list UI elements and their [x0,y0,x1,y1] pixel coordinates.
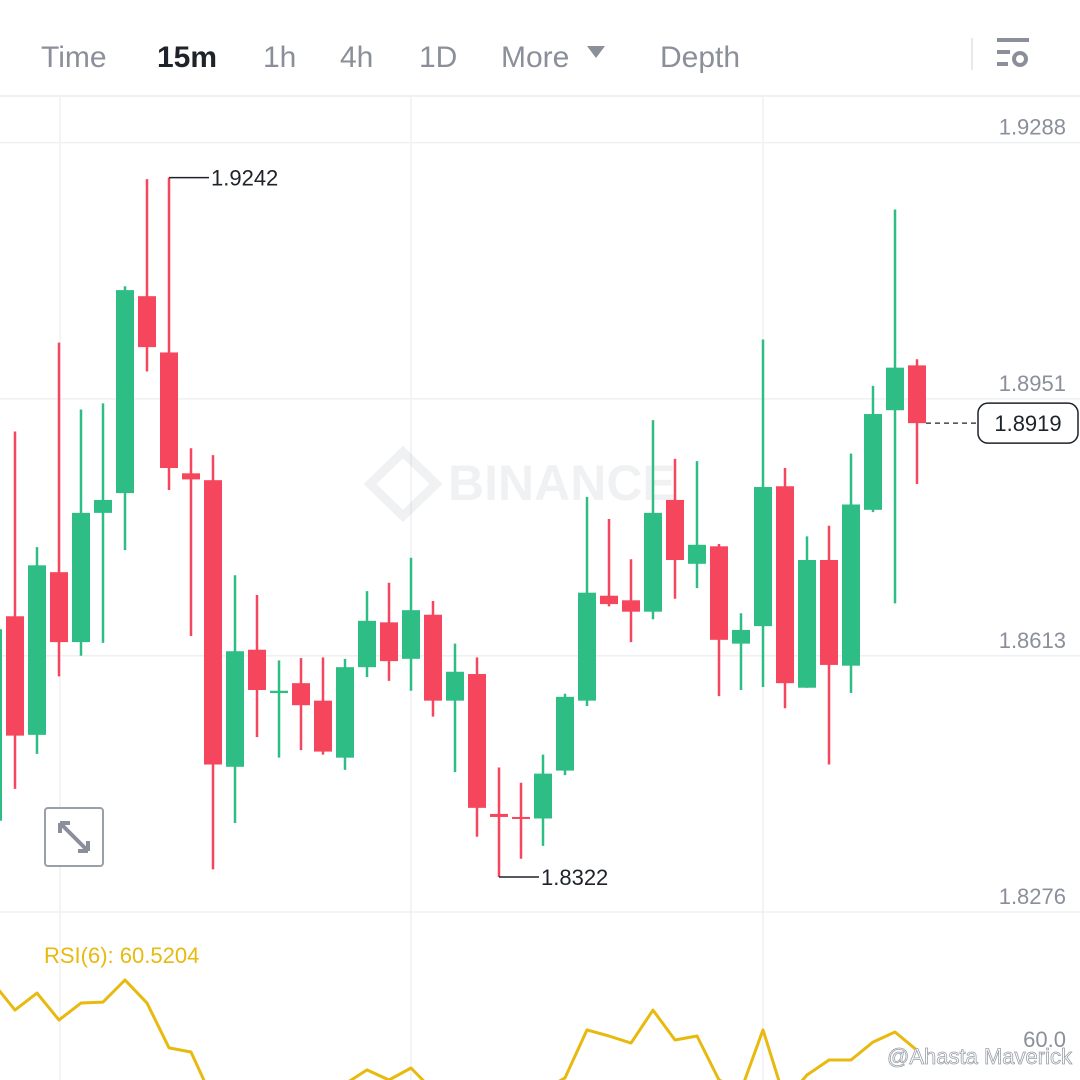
y-tick-label: 60.0 [1023,1027,1066,1052]
candle-body [336,667,354,758]
candle-body [688,544,706,564]
candle-body [270,690,288,694]
candle-body [358,620,376,668]
watermark: BINANCE [363,445,676,523]
candle-body [6,616,24,736]
candle-body [666,499,684,560]
candle-body [160,352,178,469]
candle-body [94,499,112,513]
y-tick-label: 1.9288 [999,115,1066,140]
tab[interactable]: 1D [419,41,457,74]
candle-body [116,290,134,494]
candle-body [248,649,266,691]
candle-body [710,546,728,640]
candle-body [732,629,750,644]
candle-body [72,512,90,643]
y-tick-label: 1.8613 [999,628,1066,653]
candle-body [292,683,310,706]
candle-body [490,813,508,817]
candle-body [512,816,530,819]
tab-bar: Time 15m 1h 4h 1D More Depth [41,41,740,74]
candle-body [534,773,552,819]
candle-body [908,365,926,424]
expand-button[interactable] [44,807,104,867]
candle-body [842,504,860,666]
candle-body [446,671,464,701]
high-label: 1.9242 [211,166,278,191]
tab[interactable]: Depth [660,41,740,74]
candle-body [226,651,244,767]
settings-icon[interactable] [997,38,1029,67]
candle-body [138,296,156,348]
dropdown-arrow[interactable] [587,46,605,58]
y-tick-label: 1.8951 [999,371,1066,396]
candle-body [886,367,904,411]
candle-body [776,486,794,684]
candle-body [600,595,618,605]
last-price-box [977,402,1079,444]
candle-body [424,614,442,701]
candle-body [314,700,332,752]
candle-body [556,696,574,771]
y-tick-label: 1.8276 [999,884,1066,909]
tab[interactable]: Time [41,41,107,74]
candle-body [182,473,200,480]
credit: @Ahasta Maverick [887,1044,1073,1069]
watermark-text: BINANCE [448,455,676,511]
rsi-line [0,978,918,1080]
candle-body [468,674,486,808]
candle-body [864,414,882,510]
candle-body [380,622,398,662]
tab[interactable]: More [501,41,569,74]
tab[interactable]: 15m [157,41,217,74]
indicator-title: RSI(6): 60.5204 [44,943,199,968]
tab[interactable]: 4h [340,41,373,74]
tab[interactable]: 1h [263,41,296,74]
last-price-label: 1.8919 [994,411,1061,436]
candle-body [578,592,596,701]
candle-body [622,600,640,612]
candle-body [204,480,222,765]
candle-body [644,512,662,612]
candle-body [402,610,420,659]
candle-body [798,559,816,688]
candle-body [820,559,838,665]
candle-body [0,629,2,821]
low-label: 1.8322 [541,865,608,890]
candle-body [50,572,68,643]
candle-body [754,487,772,627]
candle-body [28,565,46,735]
